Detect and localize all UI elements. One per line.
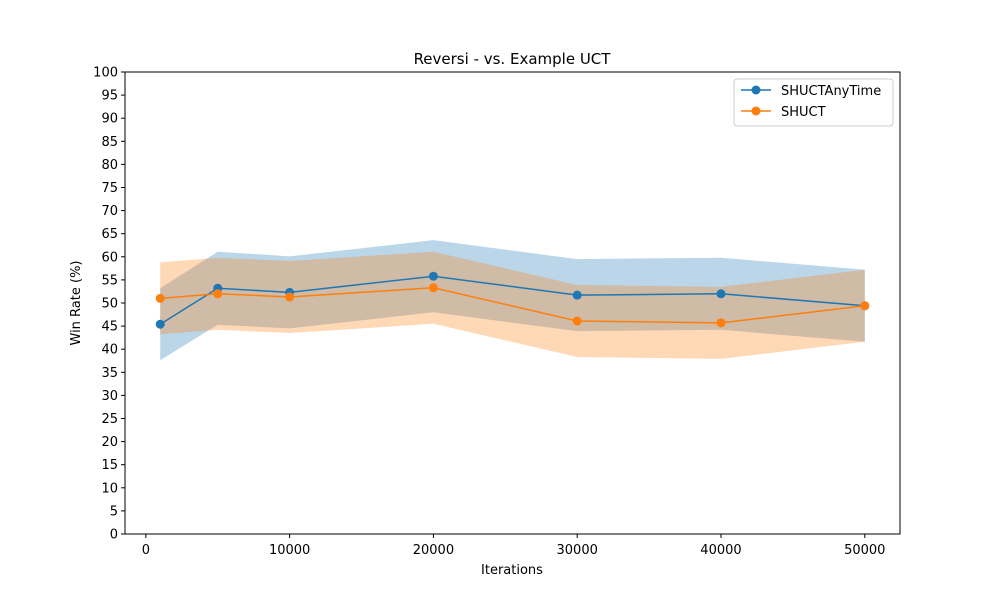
y-tick-label: 10 — [101, 481, 118, 496]
data-point-2-1 — [155, 293, 165, 303]
legend-marker-1 — [751, 85, 761, 95]
y-tick-label: 20 — [101, 435, 118, 450]
legend: SHUCTAnyTime SHUCT — [733, 78, 894, 127]
x-tick-label: 20000 — [413, 543, 454, 558]
y-tick-label: 25 — [101, 412, 118, 427]
y-axis-label: Win Rate (%) — [69, 261, 84, 346]
x-axis-ticks: 0 10000 20000 30000 40000 50000 — [142, 534, 885, 558]
data-point-1-1 — [155, 319, 165, 329]
data-point-1-4 — [428, 271, 438, 281]
y-tick-label: 95 — [101, 89, 118, 104]
data-point-2-7 — [860, 301, 870, 311]
y-tick-label: 75 — [101, 181, 118, 196]
y-tick-label: 70 — [101, 204, 118, 219]
data-point-1-6 — [716, 289, 726, 299]
y-tick-label: 65 — [101, 227, 118, 242]
x-tick-label: 50000 — [844, 543, 885, 558]
chart-title: Reversi - vs. Example UCT — [414, 50, 612, 68]
legend-label-2: SHUCT — [781, 105, 826, 120]
y-tick-label: 100 — [93, 66, 118, 81]
y-tick-label: 45 — [101, 320, 118, 335]
y-tick-label: 50 — [101, 297, 118, 312]
y-tick-label: 40 — [101, 343, 118, 358]
data-point-1-5 — [572, 290, 582, 300]
y-tick-label: 90 — [101, 112, 118, 127]
y-tick-label: 30 — [101, 389, 118, 404]
series-points — [155, 271, 870, 329]
y-tick-label: 55 — [101, 273, 118, 288]
legend-label-1: SHUCTAnyTime — [781, 84, 881, 99]
y-tick-label: 85 — [101, 135, 118, 150]
data-point-2-6 — [716, 318, 726, 328]
x-tick-label: 10000 — [269, 543, 310, 558]
y-tick-label: 15 — [101, 458, 118, 473]
data-point-2-3 — [285, 292, 295, 302]
y-axis-ticks: 0 5 10 15 20 25 30 35 40 45 50 55 60 65 70 75 80 85 90 95 10… — [93, 66, 125, 543]
x-tick-label: 30000 — [557, 543, 598, 558]
x-tick-label: 40000 — [700, 543, 741, 558]
legend-box — [733, 78, 894, 127]
y-tick-label: 35 — [101, 366, 118, 381]
plot-frame — [124, 71, 901, 535]
y-tick-label: 0 — [110, 528, 118, 543]
x-axis-label: Iterations — [481, 563, 543, 578]
data-point-2-2 — [213, 289, 223, 299]
confidence-band-1 — [160, 240, 865, 361]
y-tick-label: 60 — [101, 250, 118, 265]
y-tick-label: 80 — [101, 158, 118, 173]
data-point-2-4 — [428, 283, 438, 293]
data-point-2-5 — [572, 316, 582, 326]
y-tick-label: 5 — [110, 504, 118, 519]
legend-marker-2 — [751, 106, 761, 116]
x-tick-label: 0 — [142, 543, 150, 558]
